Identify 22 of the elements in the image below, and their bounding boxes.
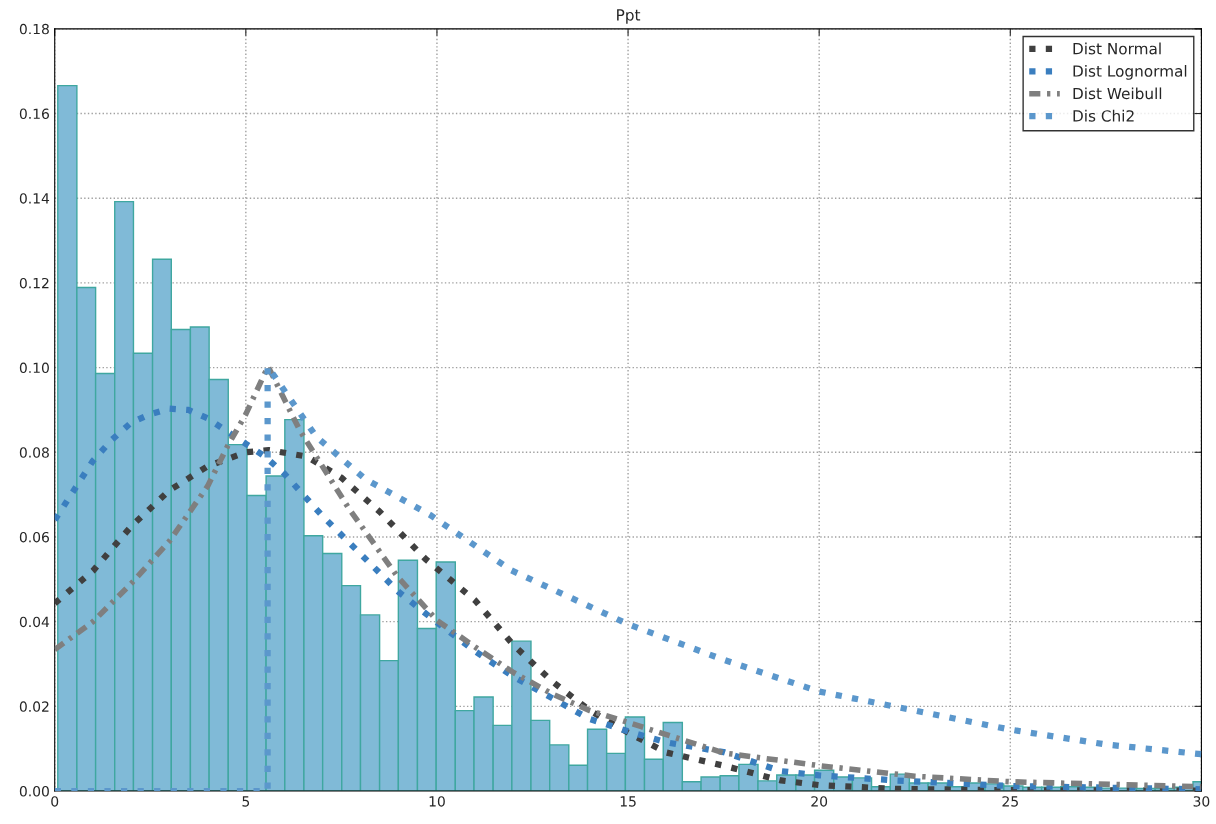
legend-label: Dist Lognormal [1073,65,1187,80]
x-tick-label: 10 [429,796,445,807]
x-tick-label: 5 [242,796,250,807]
y-tick-label: 0.12 [19,277,49,289]
x-tick-label: 15 [620,796,636,807]
x-tick-label: 0 [51,796,59,807]
legend-label: Dist Weibull [1073,87,1162,100]
x-tick-label: 25 [1002,796,1018,807]
y-tick-label: 0.04 [19,616,50,628]
y-tick-label: 0.18 [19,23,49,35]
legend-label: Dist Normal [1073,42,1161,55]
y-tick-label: 0.10 [19,362,49,374]
x-tick-label: 30 [1193,796,1210,807]
y-tick-label: 0.06 [19,531,49,543]
y-tick-label: 0.00 [19,786,49,797]
y-tick-label: 0.14 [19,193,50,204]
x-tick-label: 20 [811,796,828,807]
y-tick-label: 0.16 [19,108,49,119]
y-tick-label: 0.08 [19,447,49,458]
legend-label: Dis Chi2 [1073,109,1134,122]
y-tick-label: 0.02 [19,701,49,712]
chart-title: Ppt [617,9,641,24]
